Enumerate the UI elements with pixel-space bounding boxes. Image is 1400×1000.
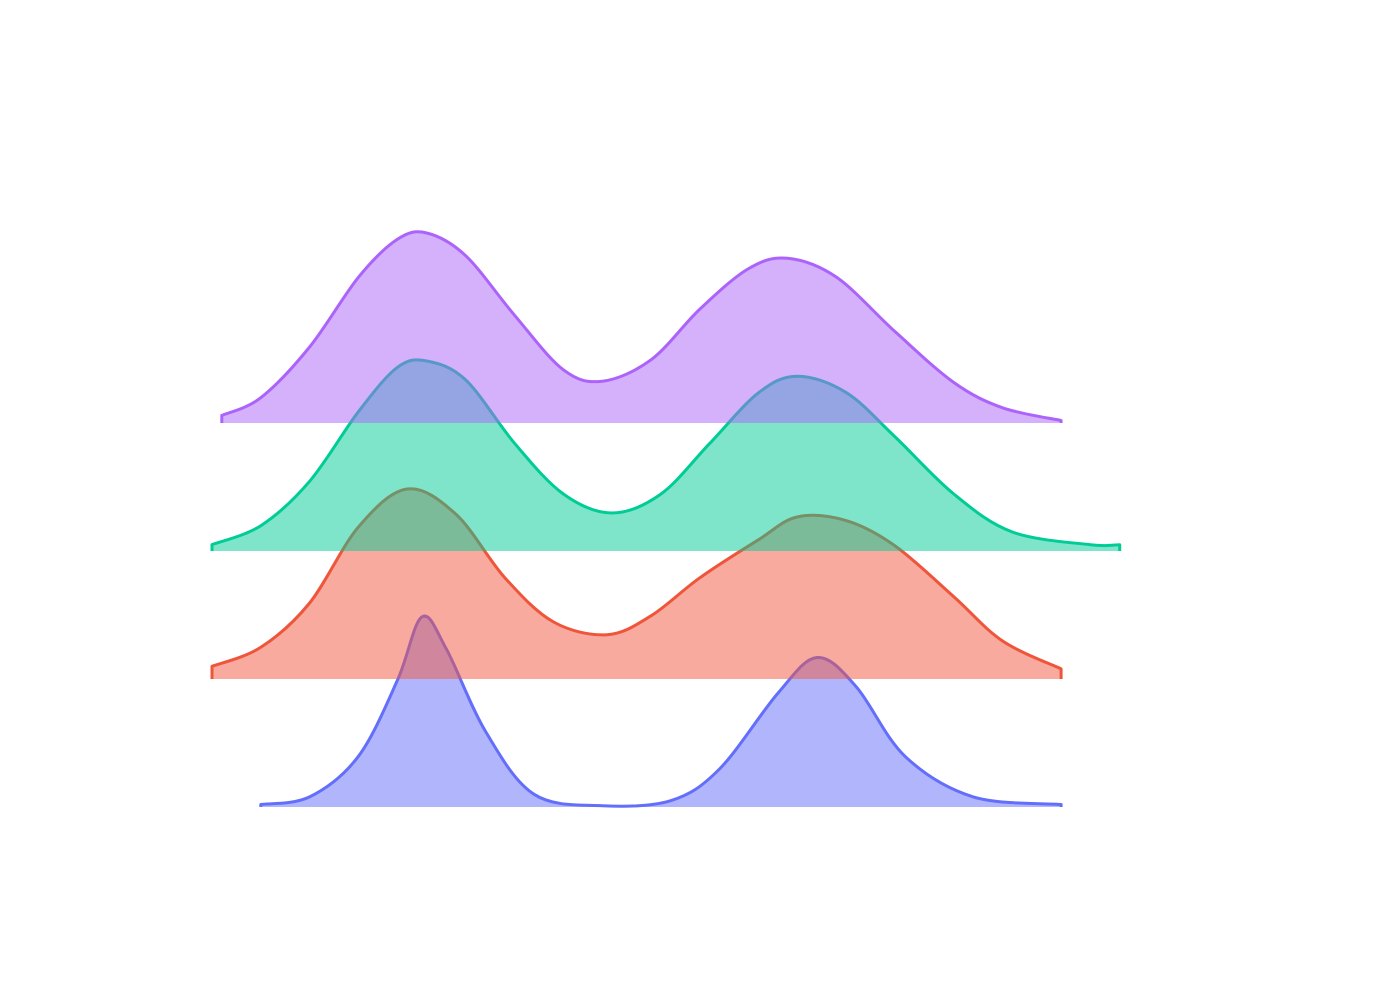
ridge-area-1	[260, 616, 1062, 807]
ridge-line-4	[220, 230, 1063, 423]
ridge-series-4	[220, 230, 1063, 423]
ridge-series-1	[259, 614, 1063, 808]
ridge-area-4	[221, 231, 1062, 423]
ridge-line-1	[259, 614, 1063, 808]
